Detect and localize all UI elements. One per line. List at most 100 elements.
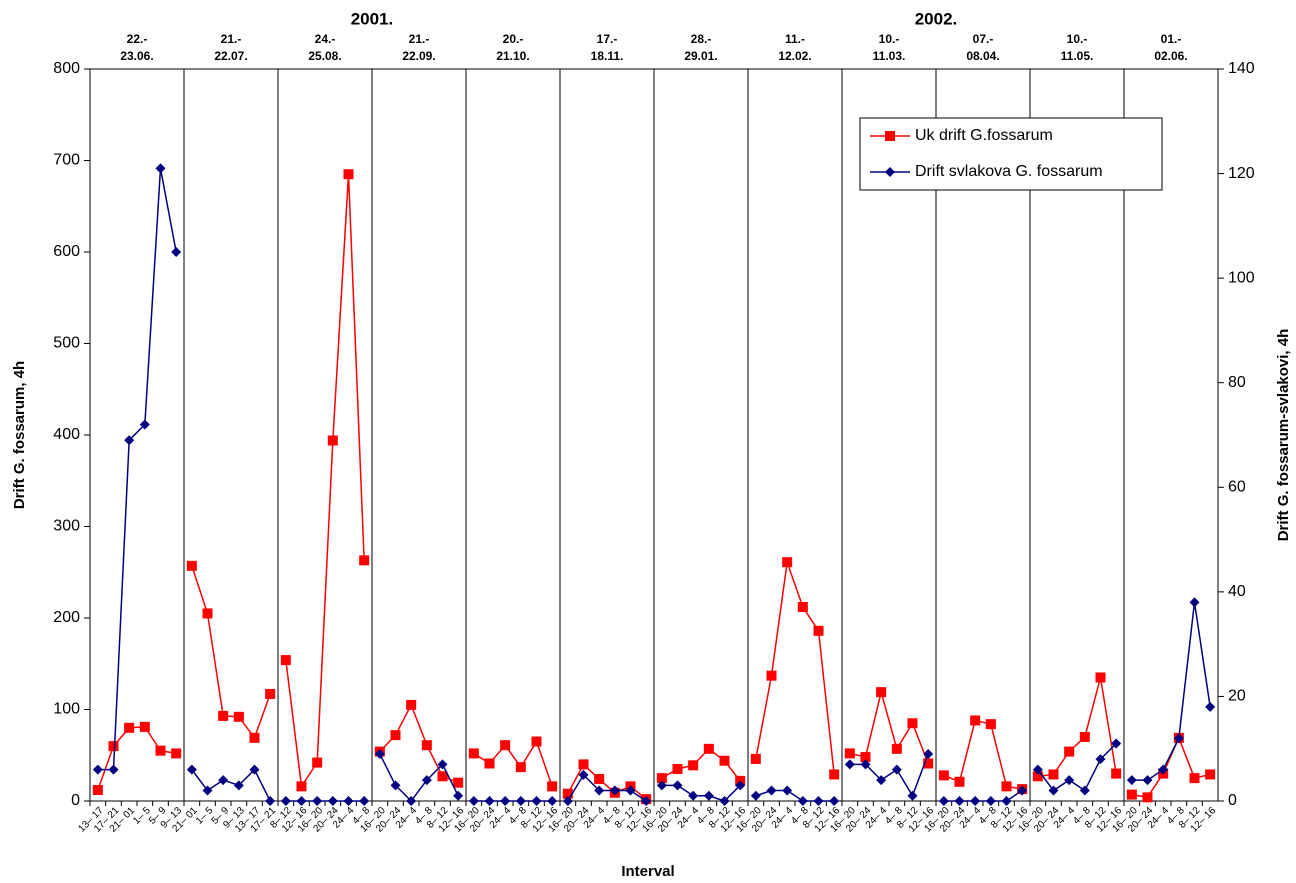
point xyxy=(1173,733,1184,744)
point xyxy=(359,796,370,806)
point xyxy=(343,796,354,806)
point xyxy=(327,435,338,446)
point xyxy=(515,796,526,806)
point xyxy=(1126,789,1137,800)
point xyxy=(1001,796,1012,806)
period-label: 10.- xyxy=(1067,32,1088,46)
period-label: 07.- xyxy=(973,32,994,46)
point xyxy=(312,796,323,806)
point xyxy=(484,758,495,769)
point xyxy=(1032,764,1043,775)
point xyxy=(594,785,605,796)
y2-tick-label: 140 xyxy=(1228,60,1255,77)
series-line xyxy=(755,561,835,775)
point xyxy=(829,796,840,806)
point xyxy=(484,796,495,806)
point xyxy=(688,760,699,771)
point xyxy=(750,753,761,764)
point xyxy=(876,687,887,698)
period-label: 28.- xyxy=(691,32,712,46)
y2-tick-label: 40 xyxy=(1228,583,1246,600)
y2-tick-label: 100 xyxy=(1228,269,1255,286)
point xyxy=(139,419,150,430)
series-line xyxy=(379,753,459,803)
point xyxy=(719,796,730,806)
y-tick-label: 200 xyxy=(53,609,80,626)
point xyxy=(1048,785,1059,796)
point xyxy=(766,785,777,796)
point xyxy=(938,770,949,781)
point xyxy=(312,757,323,768)
y2-tick-label: 80 xyxy=(1228,374,1246,391)
point xyxy=(1048,769,1059,780)
point xyxy=(656,773,667,784)
point xyxy=(547,796,558,806)
point xyxy=(233,711,244,722)
point xyxy=(453,777,464,788)
year-label: 2002. xyxy=(915,9,958,28)
y-tick-label: 800 xyxy=(53,60,80,77)
point xyxy=(437,771,448,782)
y-tick-label: 500 xyxy=(53,335,80,352)
point xyxy=(938,796,949,806)
point xyxy=(1079,731,1090,742)
period-label: 11.03. xyxy=(873,49,906,63)
point xyxy=(218,710,229,721)
point xyxy=(390,730,401,741)
point xyxy=(500,796,511,806)
point xyxy=(766,670,777,681)
series-line xyxy=(191,768,271,802)
point xyxy=(547,781,558,792)
period-label: 20.- xyxy=(503,32,524,46)
point xyxy=(359,555,370,566)
point xyxy=(1079,785,1090,796)
point xyxy=(437,759,448,770)
point xyxy=(703,790,714,801)
point xyxy=(829,769,840,780)
point xyxy=(233,780,244,791)
point xyxy=(1189,773,1200,784)
point xyxy=(202,785,213,796)
point xyxy=(891,743,902,754)
legend-label: Uk drift G.fossarum xyxy=(915,127,1053,144)
period-label: 29.01. xyxy=(684,49,717,63)
y2-axis-title: Drift G. fossarum-svlakovi, 4h xyxy=(1275,329,1292,542)
point xyxy=(1095,672,1106,683)
y-tick-label: 100 xyxy=(53,701,80,718)
point xyxy=(453,790,464,801)
point xyxy=(139,721,150,732)
point xyxy=(1111,768,1122,779)
point xyxy=(202,608,213,619)
point xyxy=(265,688,276,699)
period-label: 22.09. xyxy=(402,49,435,63)
point xyxy=(954,796,965,806)
point xyxy=(672,763,683,774)
point xyxy=(186,764,197,775)
point xyxy=(860,759,871,770)
point xyxy=(813,796,824,806)
point xyxy=(750,790,761,801)
y2-tick-label: 120 xyxy=(1228,165,1255,182)
point xyxy=(1158,764,1169,775)
point xyxy=(92,785,103,796)
point xyxy=(970,715,981,726)
point xyxy=(280,655,291,666)
legend-box xyxy=(859,117,1163,191)
y2-tick-label: 0 xyxy=(1228,792,1237,809)
point xyxy=(844,748,855,759)
legend-label: Drift svlakova G. fossarum xyxy=(915,163,1103,180)
period-label: 23.06. xyxy=(120,49,153,63)
period-label: 22.07. xyxy=(214,49,247,63)
period-label: 21.- xyxy=(221,32,242,46)
period-label: 12.02. xyxy=(778,49,811,63)
point xyxy=(1205,769,1216,780)
y-tick-label: 400 xyxy=(53,426,80,443)
point xyxy=(1126,775,1137,786)
point xyxy=(171,247,182,257)
point xyxy=(108,764,119,775)
point xyxy=(468,796,479,806)
point xyxy=(1064,775,1075,786)
point xyxy=(891,764,902,775)
point xyxy=(1111,738,1122,749)
